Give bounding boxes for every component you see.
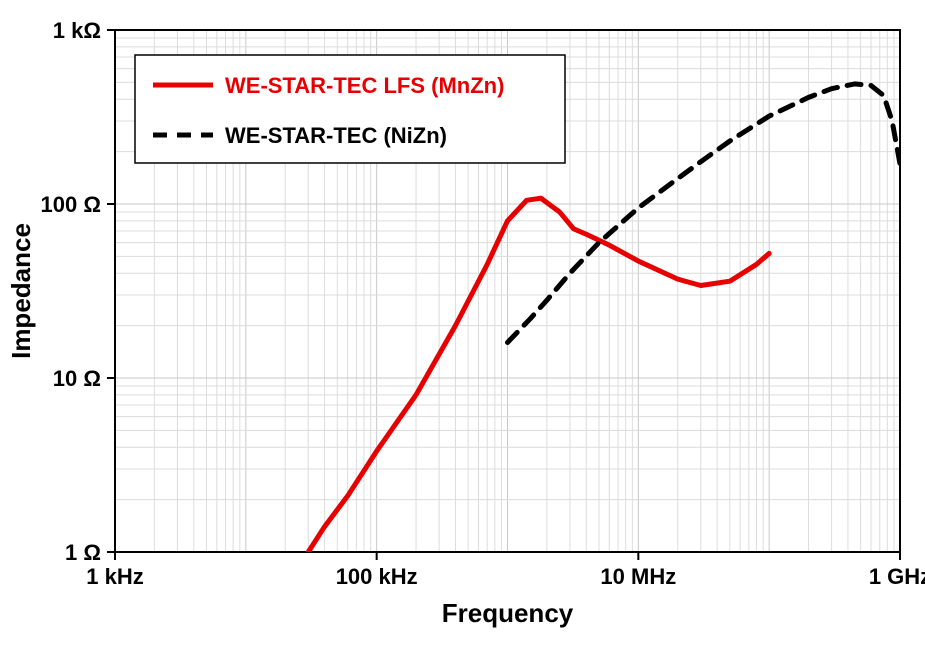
y-tick-label: 10 Ω [53,366,101,391]
legend-item-label: WE-STAR-TEC (NiZn) [225,123,447,148]
y-tick-label: 1 kΩ [53,18,101,43]
y-tick-label: 100 Ω [41,192,101,217]
impedance-chart: 1 kHz 100 kHz 10 MHz 1 GHz 1 Ω 10 Ω 100 Ω 1 kΩ F… [0,0,925,655]
x-tick-label: 10 MHz [600,564,676,589]
x-tick-label: 100 kHz [336,564,418,589]
y-axis-title: Impedance [6,223,36,359]
x-axis-title: Frequency [442,598,574,628]
x-tick-label: 1 GHz [869,564,925,589]
legend: WE-STAR-TEC LFS (MnZn) WE-STAR-TEC (NiZn) [135,55,565,163]
y-tick-label: 1 Ω [65,540,101,565]
x-tick-label: 1 kHz [86,564,143,589]
chart-svg: 1 kHz 100 kHz 10 MHz 1 GHz 1 Ω 10 Ω 100 Ω 1 kΩ F… [0,0,925,655]
legend-item-label: WE-STAR-TEC LFS (MnZn) [225,73,504,98]
